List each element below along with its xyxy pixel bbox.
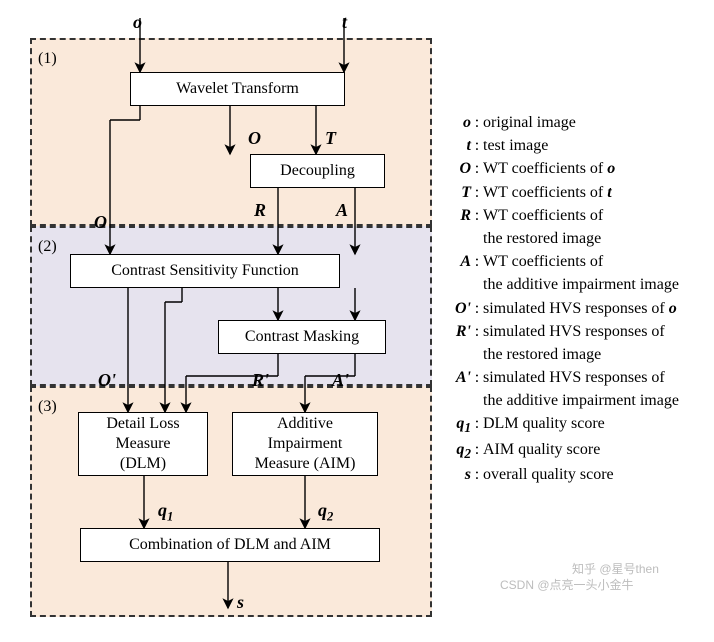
legend-row: T:WT coefficients of t xyxy=(443,181,711,204)
legend-row: O':simulated HVS responses of o xyxy=(443,297,711,320)
legend-colon: : xyxy=(471,463,483,486)
stage-2-label: (2) xyxy=(38,238,57,256)
legend-row: o:original image xyxy=(443,111,711,134)
legend-definition: simulated HVS responses of o xyxy=(483,297,711,320)
block-label: Wavelet Transform xyxy=(176,79,299,99)
legend-definition: WT coefficients of o xyxy=(483,157,711,180)
block-label: Contrast Sensitivity Function xyxy=(111,261,299,281)
legend-colon: : xyxy=(471,250,483,273)
var-q1: q1 xyxy=(158,500,173,525)
stage-3-label: (3) xyxy=(38,398,57,416)
dlm-block: Detail LossMeasure(DLM) xyxy=(78,412,208,476)
legend-colon: : xyxy=(471,181,483,204)
var-t_top: t xyxy=(342,12,347,33)
var-A_mid: A xyxy=(336,200,348,221)
legend-row: s:overall quality score xyxy=(443,463,711,486)
legend-colon: : xyxy=(471,204,483,227)
legend-definition: simulated HVS responses ofthe restored i… xyxy=(483,320,711,366)
stage-1-label: (1) xyxy=(38,50,57,68)
var-q2: q2 xyxy=(318,500,333,525)
legend-symbol: T xyxy=(443,181,471,204)
legend-row: O:WT coefficients of o xyxy=(443,157,711,180)
legend-row: R:WT coefficients ofthe restored image xyxy=(443,204,711,250)
legend-colon: : xyxy=(471,134,483,157)
var-O_left: O xyxy=(94,212,107,233)
combination-block: Combination of DLM and AIM xyxy=(80,528,380,562)
legend-row: q2:AIM quality score xyxy=(443,438,711,464)
var-O_mid1: O xyxy=(248,128,261,149)
legend-symbol: O xyxy=(443,157,471,180)
legend-definition: overall quality score xyxy=(483,463,711,486)
legend-definition: WT coefficients ofthe additive impairmen… xyxy=(483,250,711,296)
aim-block: AdditiveImpairmentMeasure (AIM) xyxy=(232,412,378,476)
legend-row: t:test image xyxy=(443,134,711,157)
watermark-csdn: CSDN @点亮一头小金牛 xyxy=(500,576,634,593)
legend-symbol: R xyxy=(443,204,471,227)
var-T_mid1: T xyxy=(325,128,336,149)
contrast-masking-block: Contrast Masking xyxy=(218,320,386,354)
legend-definition: WT coefficients ofthe restored image xyxy=(483,204,711,250)
var-R_prime: R' xyxy=(252,370,269,391)
legend-row: q1:DLM quality score xyxy=(443,412,711,438)
diagram-canvas: (1) (2) (3) Wavelet Transform Decoupling… xyxy=(0,0,714,642)
legend-colon: : xyxy=(471,366,483,389)
var-A_prime: A' xyxy=(332,370,349,391)
legend-definition: AIM quality score xyxy=(483,438,711,461)
legend-definition: original image xyxy=(483,111,711,134)
decoupling-block: Decoupling xyxy=(250,154,385,188)
legend-symbol: s xyxy=(443,463,471,486)
wavelet-transform-block: Wavelet Transform xyxy=(130,72,345,106)
legend-definition: DLM quality score xyxy=(483,412,711,435)
var-O_prime: O' xyxy=(98,370,116,391)
legend-symbol: q1 xyxy=(443,412,471,438)
legend-symbol: t xyxy=(443,134,471,157)
legend-colon: : xyxy=(471,320,483,343)
watermark-zhihu: 知乎 @星号then xyxy=(572,560,659,577)
block-label: Detail LossMeasure(DLM) xyxy=(106,414,179,474)
legend-symbol: R' xyxy=(443,320,471,343)
var-o_top: o xyxy=(133,12,142,33)
legend-colon: : xyxy=(471,412,483,435)
legend-row: A':simulated HVS responses ofthe additiv… xyxy=(443,366,711,412)
legend-symbol: A xyxy=(443,250,471,273)
legend: o:original imaget:test imageO:WT coeffic… xyxy=(443,111,711,487)
block-label: AdditiveImpairmentMeasure (AIM) xyxy=(255,414,356,474)
legend-colon: : xyxy=(471,157,483,180)
legend-symbol: o xyxy=(443,111,471,134)
legend-definition: simulated HVS responses ofthe additive i… xyxy=(483,366,711,412)
var-R_mid: R xyxy=(254,200,266,221)
legend-colon: : xyxy=(471,297,483,320)
stage-2 xyxy=(30,226,432,386)
block-label: Decoupling xyxy=(280,161,355,181)
legend-symbol: q2 xyxy=(443,438,471,464)
legend-symbol: A' xyxy=(443,366,471,389)
legend-symbol: O' xyxy=(443,297,471,320)
legend-row: R':simulated HVS responses ofthe restore… xyxy=(443,320,711,366)
legend-row: A:WT coefficients ofthe additive impairm… xyxy=(443,250,711,296)
csf-block: Contrast Sensitivity Function xyxy=(70,254,340,288)
block-label: Contrast Masking xyxy=(245,327,359,347)
legend-colon: : xyxy=(471,111,483,134)
legend-colon: : xyxy=(471,438,483,461)
block-label: Combination of DLM and AIM xyxy=(129,535,331,555)
var-s_out: s xyxy=(237,592,244,613)
legend-definition: WT coefficients of t xyxy=(483,181,711,204)
stage-1 xyxy=(30,38,432,226)
legend-definition: test image xyxy=(483,134,711,157)
